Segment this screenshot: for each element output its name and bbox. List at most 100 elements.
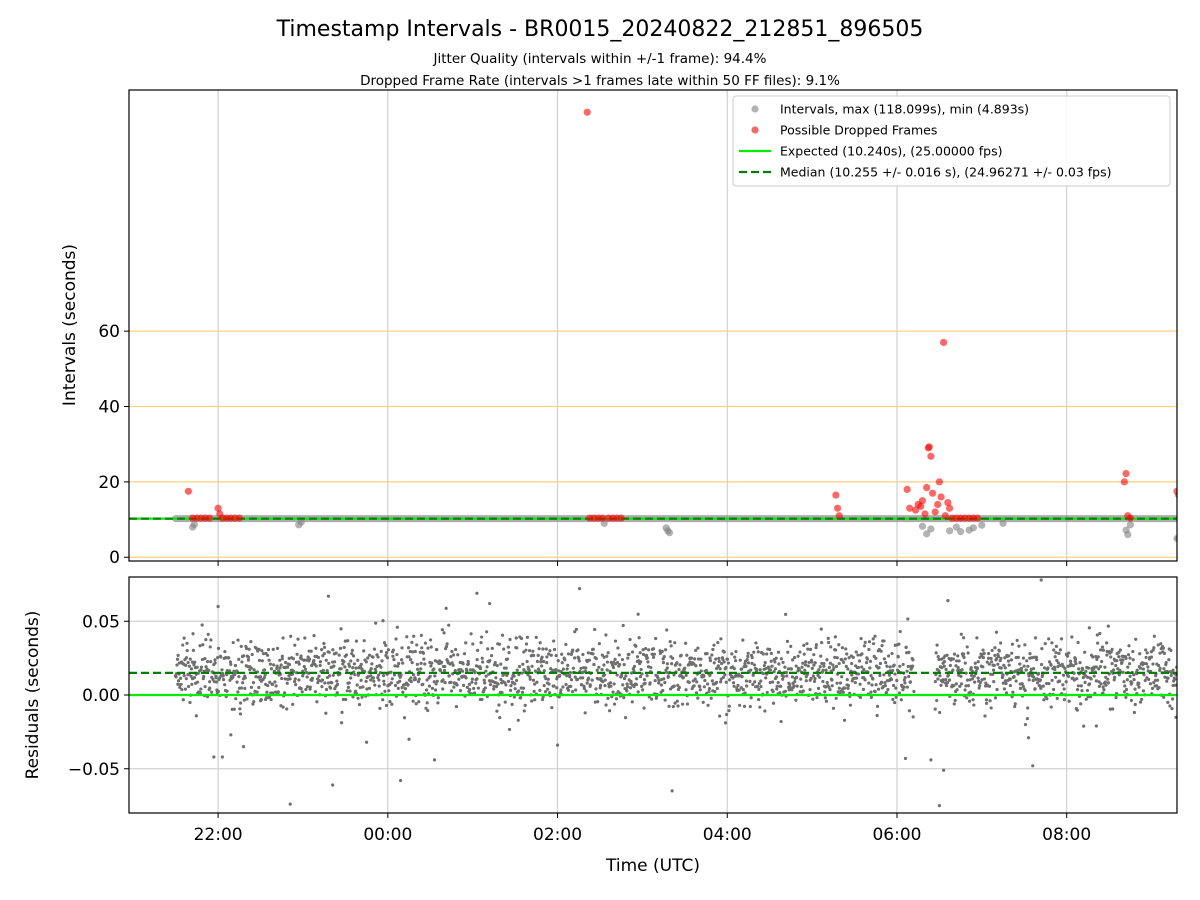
residual-point <box>424 706 428 710</box>
residual-point <box>279 663 283 667</box>
residual-point <box>976 660 980 664</box>
residual-point <box>681 675 685 680</box>
residual-point <box>734 649 738 654</box>
residual-point <box>803 668 807 672</box>
residual-point <box>223 683 227 687</box>
residual-point <box>411 699 415 703</box>
residual-point <box>673 641 677 645</box>
residual-point <box>1081 667 1085 671</box>
residual-point <box>867 640 872 644</box>
residual-point <box>441 678 445 682</box>
residual-point <box>426 646 430 650</box>
residual-point <box>1097 680 1101 684</box>
residual-point <box>242 698 246 702</box>
residual-point <box>939 683 943 687</box>
residual-point <box>265 690 269 694</box>
residual-point <box>1054 651 1058 655</box>
residual-point <box>489 654 494 658</box>
residual-point <box>999 666 1003 670</box>
residual-point <box>746 654 750 658</box>
interval-point <box>952 523 960 531</box>
residual-point <box>545 660 549 665</box>
residual-point <box>1068 659 1073 663</box>
residual-point <box>471 642 475 646</box>
residual-point <box>684 673 688 677</box>
residual-point <box>1165 679 1169 683</box>
residual-point <box>505 657 510 661</box>
residual-point <box>1134 637 1138 641</box>
residual-point <box>472 686 476 691</box>
residual-point <box>860 652 864 656</box>
dropped-frame-point <box>918 497 927 505</box>
residual-point <box>359 678 363 683</box>
residual-point <box>1053 667 1057 672</box>
residual-point <box>882 639 886 643</box>
residual-point <box>208 645 212 649</box>
residual-point <box>210 690 214 694</box>
residual-point <box>514 636 518 640</box>
residual-point <box>875 713 879 718</box>
residual-point <box>781 677 785 681</box>
residual-point <box>186 684 191 689</box>
residual-point <box>882 673 886 677</box>
residual-point <box>1169 648 1173 653</box>
residual-point <box>712 661 716 665</box>
residual-point <box>1170 706 1174 711</box>
residual-point <box>304 687 308 692</box>
residual-point <box>785 639 790 643</box>
intervals-y-tick-label: 0 <box>109 548 120 568</box>
residual-point <box>565 667 569 671</box>
residual-point <box>790 675 794 679</box>
residual-point <box>181 698 185 702</box>
residual-point <box>829 645 833 649</box>
residual-point <box>1007 663 1011 667</box>
residual-point <box>400 646 404 650</box>
residual-point <box>702 674 706 678</box>
residual-point <box>1098 648 1103 652</box>
residual-point <box>624 674 628 678</box>
residual-point <box>1132 678 1136 682</box>
residual-point <box>749 668 753 672</box>
residual-point <box>772 669 776 674</box>
residual-point <box>868 659 873 663</box>
residual-point <box>391 654 395 658</box>
residual-point <box>815 695 819 700</box>
residual-point <box>826 636 830 640</box>
residual-point <box>328 674 332 678</box>
residual-point <box>185 641 189 645</box>
residual-point <box>812 663 816 667</box>
residual-point <box>183 687 188 691</box>
residual-point <box>246 655 251 659</box>
residual-point <box>543 690 548 694</box>
dropped-frame-point <box>944 498 952 507</box>
residual-point <box>1094 665 1098 669</box>
residual-point <box>225 668 229 673</box>
residual-point <box>455 683 459 687</box>
residual-point <box>812 653 816 657</box>
residual-point <box>605 654 609 658</box>
residual-point <box>472 691 477 695</box>
residual-point <box>696 657 701 661</box>
residual-point <box>625 689 629 693</box>
residual-point <box>794 698 798 702</box>
residual-point <box>987 684 992 688</box>
dropped-frame-point <box>937 493 945 501</box>
residual-point <box>716 640 720 645</box>
residual-point <box>201 643 205 647</box>
residual-point <box>733 659 738 663</box>
residual-point <box>942 660 947 664</box>
residual-point <box>1133 687 1137 691</box>
residual-point <box>1127 644 1131 648</box>
residual-point <box>999 656 1003 660</box>
residual-point <box>388 700 392 704</box>
residual-point <box>257 658 262 662</box>
residual-point <box>1105 653 1109 657</box>
residual-point <box>1007 654 1011 658</box>
residual-point <box>671 656 675 660</box>
residual-point <box>790 688 794 692</box>
residual-point <box>517 664 522 669</box>
residual-point <box>966 651 970 655</box>
residual-point <box>1127 662 1132 666</box>
residual-point <box>735 686 739 690</box>
residual-point <box>839 689 843 693</box>
